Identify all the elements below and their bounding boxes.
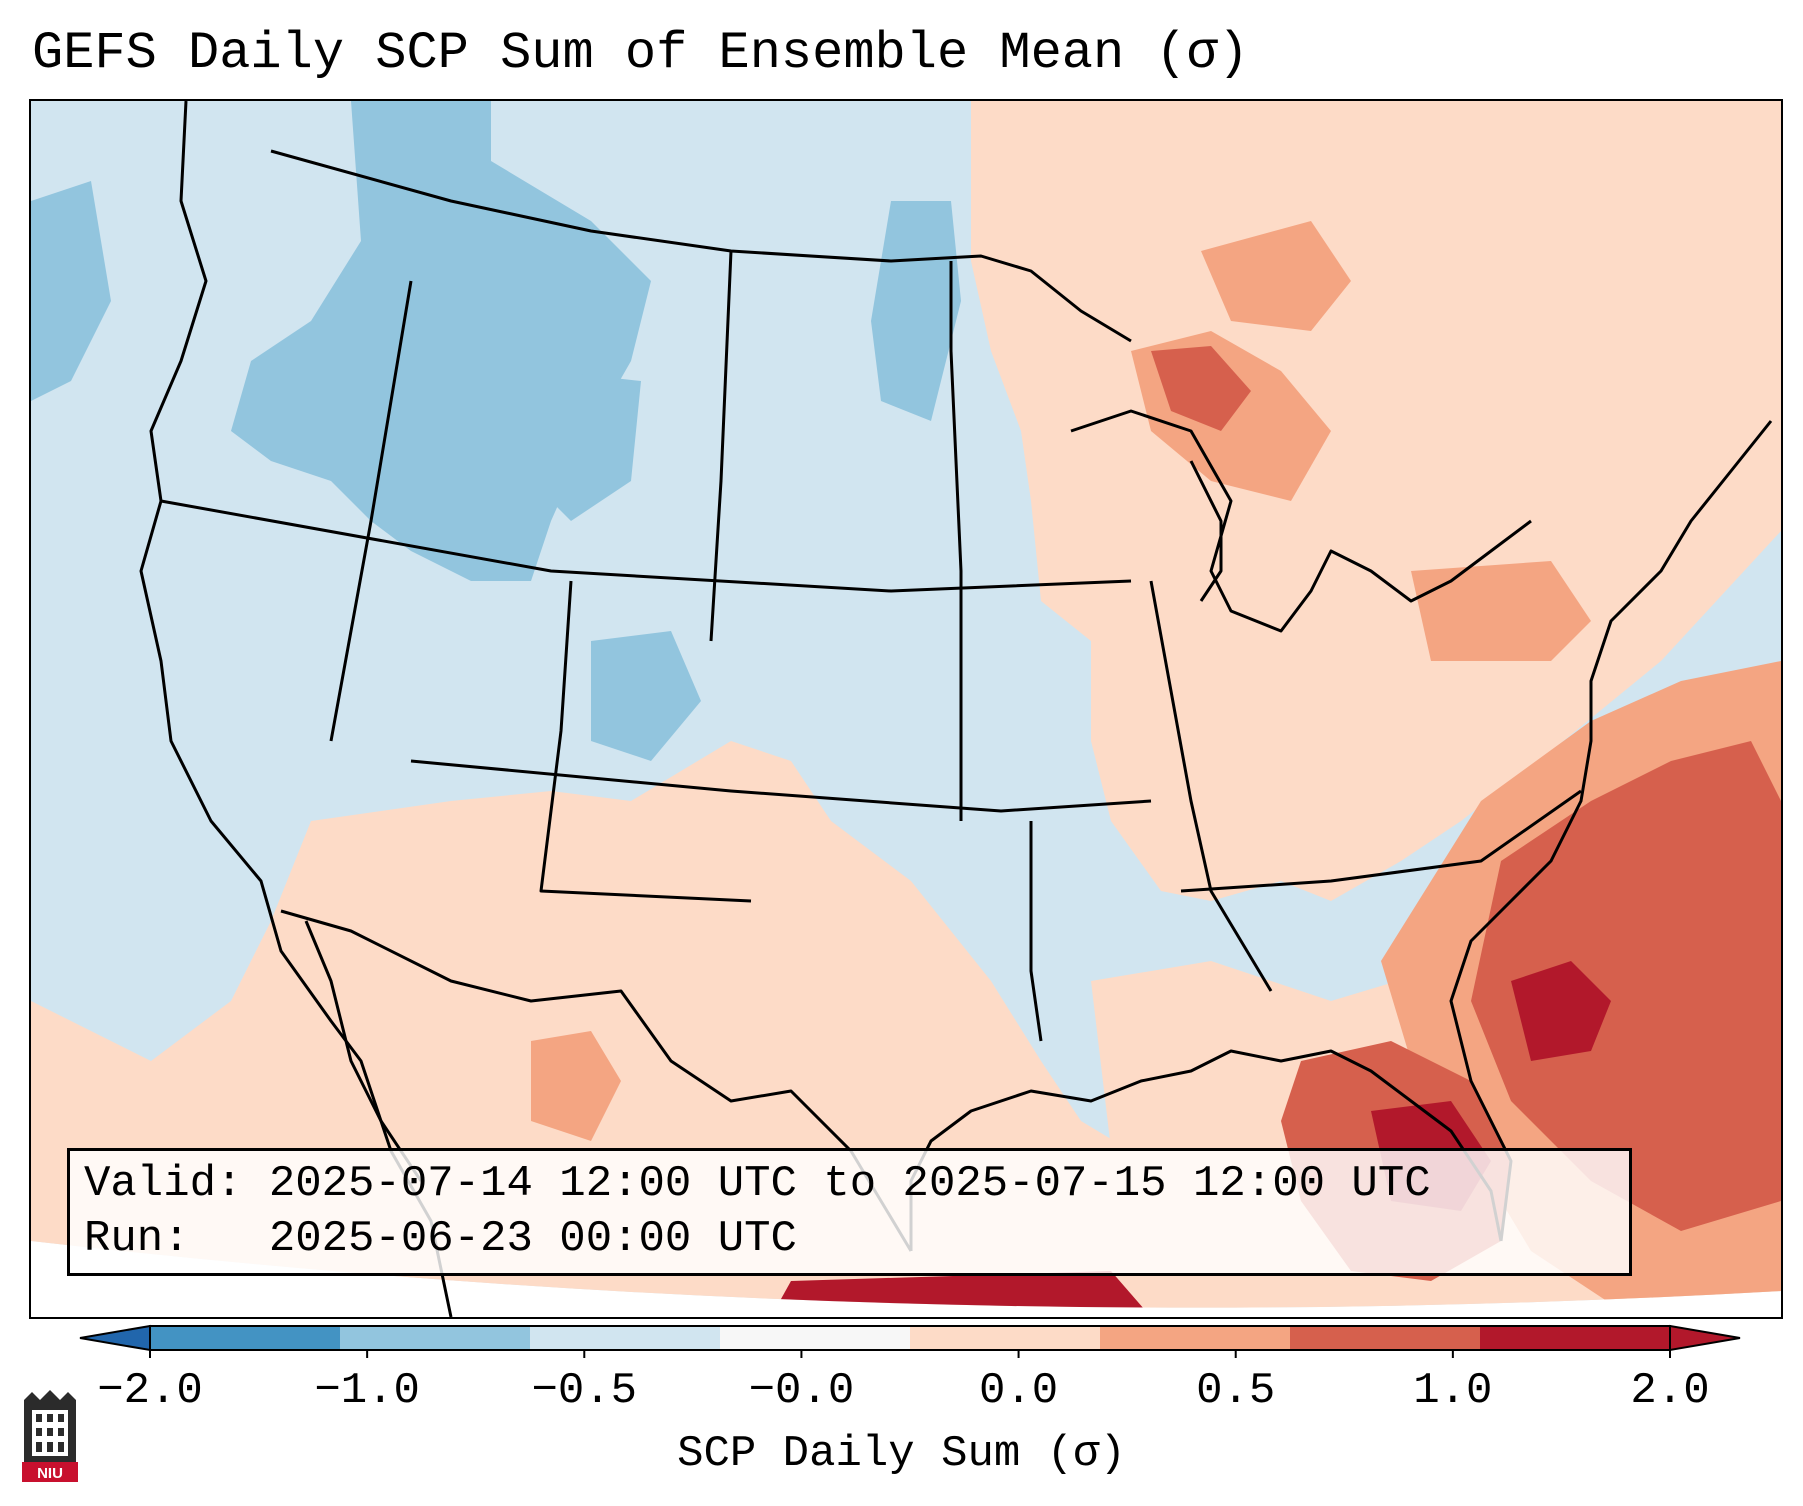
- canada-moderate-region: [1201, 221, 1351, 331]
- colorbar-segment: [720, 1326, 911, 1350]
- texas-moderate-region: [531, 1031, 621, 1141]
- colorbar-tick-label: −0.5: [531, 1366, 638, 1416]
- colorbar-label: SCP Daily Sum (σ): [677, 1429, 1126, 1479]
- mexico-border-line: [280, 909, 913, 1252]
- colorbar-extend-high: [1669, 1324, 1741, 1352]
- state-line-8: [1180, 789, 1582, 893]
- colorbar-segment: [530, 1326, 721, 1350]
- colorbar-tick-label: 0.0: [978, 1366, 1059, 1416]
- colorbar-outline: [149, 1325, 1671, 1351]
- colorbar-segment: [1100, 1326, 1291, 1350]
- colorbar-segment: [340, 1326, 531, 1350]
- atlantic-peak-region: [1511, 961, 1611, 1061]
- valid-label: Valid:: [84, 1159, 243, 1209]
- colorbar-tick-label: 1.0: [1413, 1366, 1493, 1416]
- map-panel: [29, 99, 1783, 1319]
- state-line-2: [410, 759, 1152, 813]
- state-line-9: [539, 580, 752, 903]
- run-label: Run:: [84, 1214, 190, 1264]
- east-coast-line: [1449, 420, 1773, 1242]
- colorbar-tick-label: 0.5: [1196, 1366, 1276, 1416]
- lake-michigan-line: [1189, 460, 1223, 602]
- colorbar-extend-low: [79, 1324, 151, 1352]
- state-line-4: [329, 280, 413, 742]
- state-line-3: [709, 250, 733, 642]
- colorbar-tick-label: −1.0: [314, 1366, 420, 1416]
- colorbar-segment: [910, 1326, 1101, 1350]
- colorbar: [79, 1324, 1741, 1358]
- valid-value: 2025-07-14 12:00 UTC to 2025-07-15 12:00…: [268, 1159, 1431, 1209]
- great-lakes-high-region: [1151, 346, 1251, 431]
- colorbar-segment: [150, 1326, 341, 1350]
- colorbar-segment: [1480, 1326, 1671, 1350]
- info-box: Valid: 2025-07-14 12:00 UTC to 2025-07-1…: [67, 1148, 1632, 1276]
- dakota-negative-region: [871, 201, 961, 421]
- colorbar-tick-label: −0.0: [748, 1366, 855, 1416]
- pacific-negative-region: [31, 181, 111, 401]
- colorado-negative-region: [591, 631, 701, 761]
- great-lakes-line: [1070, 409, 1532, 633]
- chart-title: GEFS Daily SCP Sum of Ensemble Mean (σ): [32, 24, 1249, 83]
- colorbar-tick-label: 2.0: [1630, 1366, 1710, 1416]
- state-line-6: [1149, 580, 1273, 992]
- state-line-1: [160, 499, 1132, 593]
- baja-line: [304, 920, 423, 1182]
- state-line-5: [949, 261, 963, 821]
- pennsylvania-moderate-region: [1411, 561, 1591, 661]
- wyoming-negative-region: [531, 371, 641, 521]
- west-coast-line: [139, 101, 453, 1317]
- canada-border-line: [270, 149, 1132, 343]
- boundary-lines: [139, 101, 1773, 1317]
- niu-logo-text: NIU: [37, 1465, 63, 1482]
- colorbar-tick-label: −2.0: [97, 1366, 203, 1416]
- state-line-7: [1029, 821, 1043, 1042]
- niu-logo: NIU: [22, 1390, 78, 1482]
- colorbar-segment: [1290, 1326, 1481, 1350]
- run-value: 2025-06-23 00:00 UTC: [268, 1214, 797, 1264]
- gulf-coast-line: [909, 1049, 1503, 1251]
